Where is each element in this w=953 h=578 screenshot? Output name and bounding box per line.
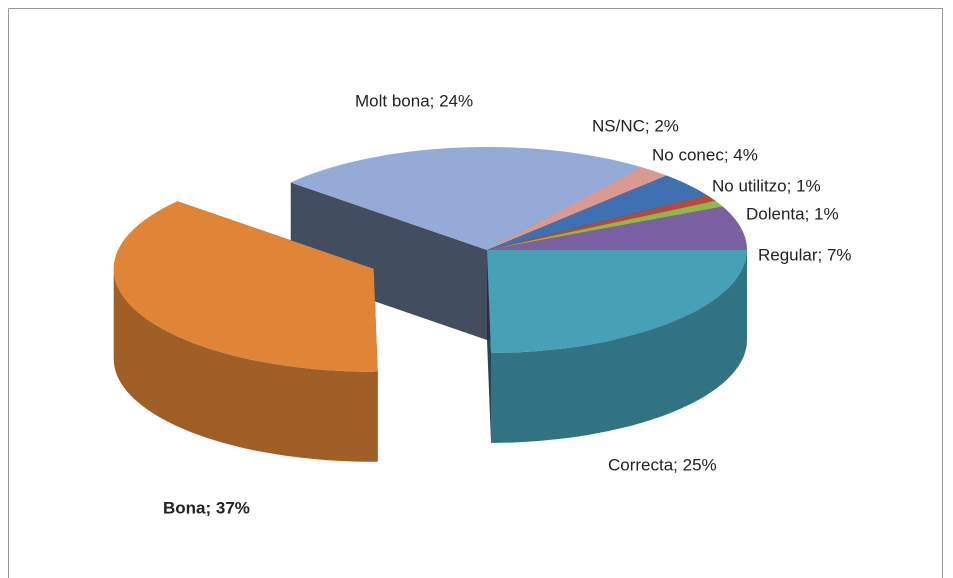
- slice: [487, 195, 716, 250]
- slice: [487, 250, 747, 353]
- data-label: Correcta; 25%: [608, 455, 717, 474]
- slice: [487, 167, 667, 250]
- slice-tops: [113, 147, 747, 372]
- data-label: Dolenta; 1%: [746, 204, 839, 223]
- slice: [290, 147, 642, 250]
- data-label: Bona; 37%: [163, 498, 250, 517]
- slice: [487, 175, 708, 250]
- slice-outer: [113, 268, 378, 462]
- data-label: No conec; 4%: [652, 145, 758, 164]
- slice: [487, 200, 723, 250]
- data-label: No utilitzo; 1%: [712, 176, 821, 195]
- slice: [487, 206, 747, 250]
- slice: [113, 201, 378, 372]
- data-label: Molt bona; 24%: [355, 91, 473, 110]
- slice-outer-walls: [113, 250, 747, 462]
- data-label: Regular; 7%: [758, 245, 852, 264]
- data-label: NS/NC; 2%: [592, 116, 679, 135]
- slice-outer: [491, 250, 747, 443]
- slice-side: [290, 182, 487, 340]
